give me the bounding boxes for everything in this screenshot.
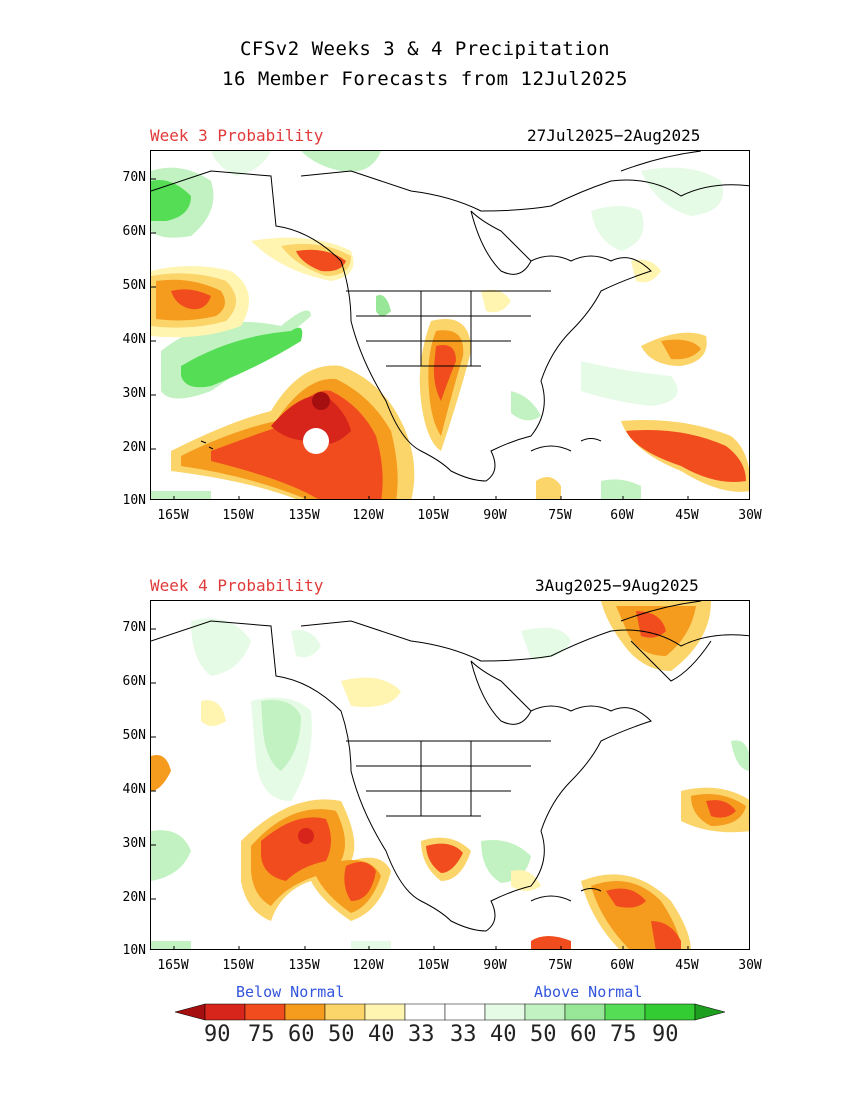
legend-value: 75 (610, 1022, 637, 1047)
week3-lat-label: 50N (122, 278, 146, 293)
week3-lat-label: 70N (122, 170, 146, 185)
week3-label: Week 3 Probability (150, 126, 324, 145)
week3-coastlines (151, 151, 749, 482)
chart-title-line2: 16 Member Forecasts from 12Jul2025 (222, 68, 628, 90)
week3-lat-label: 20N (122, 440, 146, 455)
week4-below-normal-areas (151, 601, 749, 949)
week4-dates: 3Aug2025−9Aug2025 (535, 576, 699, 595)
week4-lon-label: 75W (548, 958, 572, 973)
legend-arrow-above-90 (694, 1003, 725, 1021)
legend-value: 33 (408, 1022, 435, 1047)
legend-above-label: Above Normal (534, 983, 643, 1001)
week3-ticks (151, 178, 689, 499)
week3-lon-label: 165W (157, 508, 189, 523)
legend-swatch-below-33 (364, 1003, 406, 1021)
week4-label: Week 4 Probability (150, 576, 324, 595)
week4-lon-label: 150W (222, 958, 254, 973)
legend-value: 75 (248, 1022, 275, 1047)
legend-swatch-below-50 (284, 1003, 326, 1021)
week4-lat-label: 30N (122, 836, 146, 851)
week4-lat-label: 70N (122, 620, 146, 635)
legend-value: 50 (530, 1022, 557, 1047)
week4-lon-label: 120W (352, 958, 384, 973)
legend-swatch-above-40 (524, 1003, 566, 1021)
week4-lon-label: 135W (288, 958, 320, 973)
week4-lon-label: 105W (417, 958, 449, 973)
week3-lon-label: 60W (610, 508, 634, 523)
week4-lat-label: 10N (122, 943, 146, 958)
week3-lon-label: 75W (548, 508, 572, 523)
legend-value: 40 (368, 1022, 395, 1047)
week3-lon-label: 150W (222, 508, 254, 523)
week4-lat-label: 40N (122, 782, 146, 797)
legend-colorbar (175, 1003, 725, 1021)
week4-lon-label: 30W (738, 958, 762, 973)
legend-below-label: Below Normal (236, 983, 345, 1001)
legend-swatch-above-50 (564, 1003, 606, 1021)
week4-lon-label: 45W (675, 958, 699, 973)
legend-swatch-below-40 (324, 1003, 366, 1021)
legend-value: 60 (570, 1022, 597, 1047)
week4-map-svg (151, 601, 749, 949)
legend-swatch-above-75 (644, 1003, 696, 1021)
legend-swatch-above-60 (604, 1003, 646, 1021)
legend-value: 60 (288, 1022, 315, 1047)
week3-lon-label: 45W (675, 508, 699, 523)
legend-value: 90 (652, 1022, 679, 1047)
chart-title-line1: CFSv2 Weeks 3 & 4 Precipitation (239, 38, 611, 60)
week3-lat-label: 40N (122, 332, 146, 347)
legend-swatch-below-75 (204, 1003, 246, 1021)
legend-value: 40 (490, 1022, 517, 1047)
week4-lon-label: 90W (483, 958, 507, 973)
legend-value: 33 (450, 1022, 477, 1047)
week4-map (150, 600, 750, 950)
week3-lon-label: 120W (352, 508, 384, 523)
week3-lon-label: 30W (738, 508, 762, 523)
week3-lat-label: 10N (122, 493, 146, 508)
week4-ticks (151, 628, 689, 949)
legend-swatch-neutral (404, 1003, 446, 1021)
week3-lat-label: 60N (122, 224, 146, 239)
legend-arrow-below-90 (175, 1003, 206, 1021)
week3-map-svg (151, 151, 749, 499)
week4-lat-label: 50N (122, 728, 146, 743)
week4-lon-label: 165W (157, 958, 189, 973)
week4-lon-label: 60W (610, 958, 634, 973)
legend-swatch-above-33 (484, 1003, 526, 1021)
week3-lat-label: 30N (122, 386, 146, 401)
legend-value: 50 (328, 1022, 355, 1047)
week4-lat-label: 60N (122, 674, 146, 689)
week3-dates: 27Jul2025−2Aug2025 (527, 126, 701, 145)
legend-swatch-neutral2 (444, 1003, 486, 1021)
legend-value: 90 (204, 1022, 231, 1047)
legend-swatch-below-60 (244, 1003, 286, 1021)
week4-coastlines (151, 601, 749, 932)
week3-lon-label: 135W (288, 508, 320, 523)
week3-below-normal-areas (151, 237, 749, 499)
week3-lon-label: 90W (483, 508, 507, 523)
week3-map (150, 150, 750, 500)
week4-lat-label: 20N (122, 890, 146, 905)
week3-lon-label: 105W (417, 508, 449, 523)
